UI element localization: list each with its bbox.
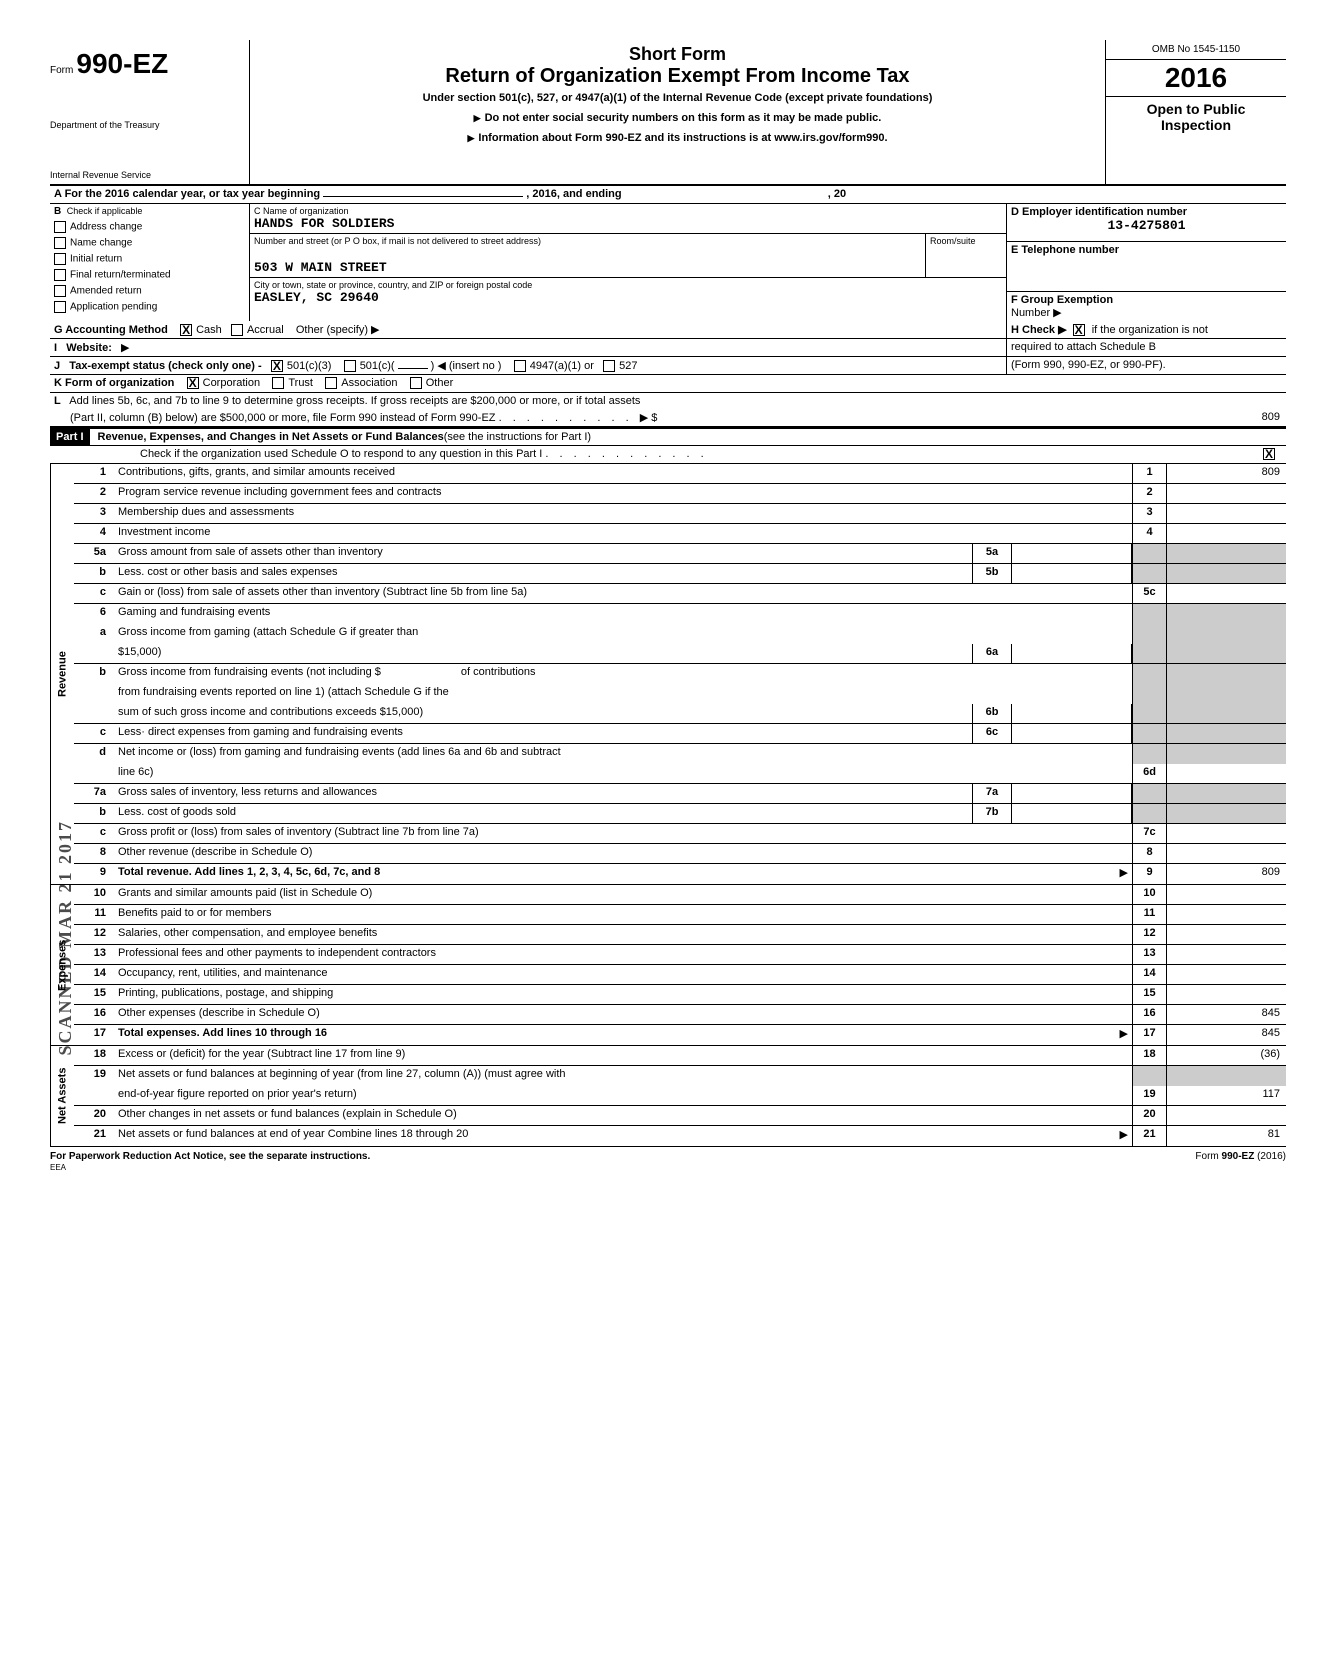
check-initial-return[interactable]: Initial return (50, 251, 249, 267)
dept-irs: Internal Revenue Service (50, 170, 245, 180)
org-city: EASLEY, SC 29640 (254, 290, 1002, 305)
header-center: Short Form Return of Organization Exempt… (250, 40, 1106, 184)
check-address-change[interactable]: Address change (50, 219, 249, 235)
check-final-return[interactable]: Final return/terminated (50, 267, 249, 283)
check-association[interactable] (325, 377, 337, 389)
section-l: L Add lines 5b, 6c, and 7b to line 9 to … (50, 393, 1286, 409)
main-title: Return of Organization Exempt From Incom… (258, 65, 1097, 88)
netassets-label: Net Assets (50, 1046, 74, 1146)
check-accrual[interactable] (231, 324, 243, 336)
section-def: D Employer identification number 13-4275… (1006, 204, 1286, 321)
check-schedule-o[interactable] (1263, 448, 1275, 460)
section-a: A For the 2016 calendar year, or tax yea… (50, 186, 1286, 204)
check-4947[interactable] (514, 360, 526, 372)
check-schedule-b[interactable] (1073, 324, 1085, 336)
instruction-2: Information about Form 990-EZ and its in… (258, 132, 1097, 144)
check-application-pending[interactable]: Application pending (50, 299, 249, 315)
header-right: OMB No 1545-1150 2016 Open to Public Ins… (1106, 40, 1286, 184)
section-i: I Website: ▶ required to attach Schedule… (50, 339, 1286, 357)
revenue-section: Revenue 1Contributions, gifts, grants, a… (50, 464, 1286, 885)
scanned-stamp: SCANNED MAR 21 2017 (55, 820, 76, 1056)
check-name-change[interactable]: Name change (50, 235, 249, 251)
open-public: Open to Public Inspection (1106, 97, 1286, 137)
section-k: K Form of organization Corporation Trust… (50, 375, 1286, 393)
ein: 13-4275801 (1011, 218, 1282, 233)
form-number: 990-EZ (76, 48, 168, 79)
section-b: B Check if applicable Address change Nam… (50, 204, 250, 321)
org-info-block: B Check if applicable Address change Nam… (50, 204, 1286, 321)
dept-treasury: Department of the Treasury (50, 120, 245, 130)
form-990ez: Form 990-EZ Department of the Treasury I… (50, 40, 1286, 1173)
check-527[interactable] (603, 360, 615, 372)
check-501c3[interactable] (271, 360, 283, 372)
check-corporation[interactable] (187, 377, 199, 389)
header-left: Form 990-EZ Department of the Treasury I… (50, 40, 250, 184)
part-i-header: Part I Revenue, Expenses, and Changes in… (50, 428, 1286, 446)
check-trust[interactable] (272, 377, 284, 389)
form-prefix: Form (50, 65, 73, 76)
check-amended-return[interactable]: Amended return (50, 283, 249, 299)
section-c: C Name of organization HANDS FOR SOLDIER… (250, 204, 1006, 321)
footer: For Paperwork Reduction Act Notice, see … (50, 1147, 1286, 1173)
part-i-check: Check if the organization used Schedule … (50, 446, 1286, 464)
check-cash[interactable] (180, 324, 192, 336)
net-assets-section: Net Assets 18Excess or (deficit) for the… (50, 1046, 1286, 1147)
form-header: Form 990-EZ Department of the Treasury I… (50, 40, 1286, 186)
tax-year: 2016 (1106, 60, 1286, 97)
section-j: J Tax-exempt status (check only one) - 5… (50, 357, 1286, 375)
check-other-org[interactable] (410, 377, 422, 389)
org-address: 503 W MAIN STREET (254, 260, 921, 275)
section-g-h: G Accounting Method Cash Accrual Other (… (50, 321, 1286, 339)
gross-receipts: 809 (1166, 409, 1286, 426)
expenses-section: Expenses 10Grants and similar amounts pa… (50, 885, 1286, 1046)
footer-form: 990-EZ (1222, 1151, 1255, 1162)
subtitle: Under section 501(c), 527, or 4947(a)(1)… (258, 92, 1097, 104)
check-501c[interactable] (344, 360, 356, 372)
org-name: HANDS FOR SOLDIERS (254, 216, 1002, 231)
instruction-1: Do not enter social security numbers on … (258, 112, 1097, 124)
short-form-label: Short Form (258, 44, 1097, 65)
omb-number: OMB No 1545-1150 (1106, 40, 1286, 60)
